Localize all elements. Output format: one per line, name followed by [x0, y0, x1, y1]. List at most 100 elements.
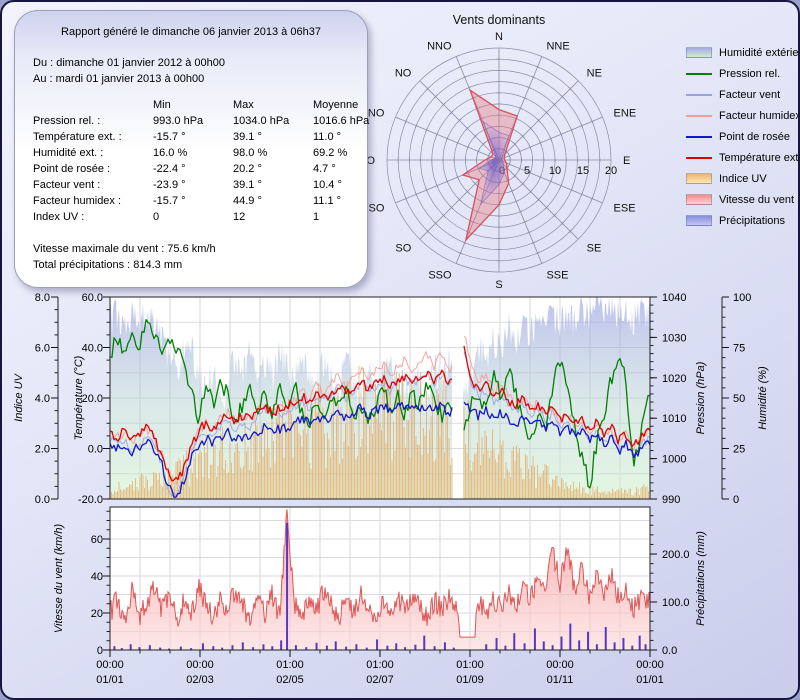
- stats-max-value: 12: [233, 211, 246, 223]
- report-summary-box: Rapport généré le dimanche 06 janvier 20…: [14, 10, 369, 288]
- rain-bar: [622, 638, 625, 650]
- series-line: [109, 401, 453, 498]
- wind-rose-direction-label: S: [495, 279, 502, 291]
- rain-bar: [271, 646, 274, 650]
- stats-moyenne-value: 10.4 °: [313, 179, 342, 191]
- legend-label: Précipitations: [719, 214, 786, 227]
- stats-row-label: Point de rosée :: [33, 163, 111, 175]
- rain-bar: [294, 645, 297, 650]
- rain-bar: [452, 647, 455, 650]
- wind-rose-scale-tick: 5: [524, 165, 530, 177]
- axis-tick-label: 60.0: [82, 292, 103, 304]
- chart-legend: Humidité extérieure Pression rel. Facteur …: [686, 42, 798, 231]
- rain-bar: [595, 644, 598, 650]
- axis-tick-label: 1000: [662, 454, 686, 466]
- stats-table: Min Max Moyenne Pression rel. :993.0 hPa 103…: [33, 97, 375, 225]
- wind-rose-direction-label: E: [623, 155, 630, 167]
- rain-bar: [148, 645, 151, 650]
- axis-tick-label: 0: [733, 494, 739, 506]
- legend-item: Température ext.: [686, 147, 798, 168]
- axis-title-uv: Indice UV: [13, 372, 25, 421]
- rain-bar: [355, 644, 358, 650]
- rain-bar: [305, 647, 308, 650]
- axis-tick-label: 0: [97, 645, 103, 657]
- stats-min-value: -15.7 °: [153, 131, 186, 143]
- axis-tick-label: 20.0: [82, 393, 103, 405]
- wind-rose-direction-label: SSO: [428, 270, 452, 282]
- stats-row-label: Facteur vent :: [33, 179, 101, 191]
- wind-rose-direction-label: N: [495, 31, 503, 43]
- stats-min-value: -15.7 °: [153, 195, 186, 207]
- rain-bar: [120, 648, 123, 650]
- stats-max-value: 20.2 °: [233, 163, 262, 175]
- wind-chart: 0 20 40 60 Vitesse du vent (km/h) 0.0 100.0 200…: [53, 506, 707, 657]
- legend-swatch-icon: [686, 68, 712, 79]
- rain-bar: [280, 640, 283, 650]
- stats-row-label: Facteur humidex :: [33, 195, 122, 207]
- wind-rose-direction-label: SO: [395, 243, 411, 255]
- axis-pres: 990 1000 1010 1020 1030 1040 Pression (hPa): [650, 292, 707, 506]
- wind-rose-direction-label: SE: [587, 243, 602, 255]
- axis-tick-label: 100: [733, 292, 751, 304]
- x-tick-date: 01/09: [456, 674, 484, 686]
- legend-item: Humidité extérieure: [686, 42, 798, 63]
- axis-tick-label: -20.0: [78, 494, 103, 506]
- rain-bar: [315, 642, 318, 650]
- stats-moyenne-value: 11.1 °: [313, 195, 342, 207]
- stats-moyenne-value: 1016.6 hPa: [313, 115, 370, 127]
- stats-max-value: 1034.0 hPa: [233, 115, 290, 127]
- stats-row-label: Température ext. :: [33, 131, 122, 143]
- wind-rose-chart: Vents dominants N NNE NE ENE E ESE SE SSE S SSO SO O…: [359, 13, 636, 291]
- series-line: [109, 351, 453, 485]
- rain-bar: [138, 647, 141, 650]
- series-line: [463, 351, 651, 456]
- axis-tick-label: 1030: [662, 332, 686, 344]
- rain-bar: [644, 644, 647, 650]
- rain-bar: [286, 522, 289, 650]
- max-wind-line: Vitesse maximale du vent : 75.6 km/h: [33, 243, 216, 255]
- x-tick-time: 00:00: [546, 659, 574, 671]
- legend-item: Indice UV: [686, 168, 798, 189]
- rain-bar: [168, 648, 171, 650]
- legend-swatch-icon: [686, 194, 712, 205]
- axis-tick-label: 60: [91, 534, 103, 546]
- rain-bar: [613, 642, 616, 650]
- legend-item: Précipitations: [686, 210, 798, 231]
- rain-bar: [241, 642, 244, 650]
- rain-bar: [414, 644, 417, 650]
- rain-bar: [551, 645, 554, 650]
- legend-swatch-icon: [686, 47, 712, 58]
- report-period: Du : dimanche 01 janvier 2012 à 00h00 Au…: [33, 55, 225, 87]
- axis-hum: 0 25 50 75 100 Humidité (%): [721, 292, 769, 506]
- stats-min-value: -22.4 °: [153, 163, 186, 175]
- rain-bar: [443, 642, 446, 650]
- legend-item: Facteur vent: [686, 84, 798, 105]
- x-axis: 00:00 01/01 00:00 02/03 01:00 02/05 01:00 02/07…: [96, 650, 664, 686]
- stats-max-value: 39.1 °: [233, 179, 262, 191]
- axis-tick-label: 0.0: [88, 444, 103, 456]
- rain-bar: [395, 643, 398, 650]
- rain-bar: [190, 648, 193, 650]
- axis-tick-label: 1020: [662, 373, 686, 385]
- axis-tick-label: 0.0: [35, 494, 50, 506]
- rain-bar: [533, 628, 536, 650]
- axis-tick-label: 50: [733, 393, 745, 405]
- stats-max-value: 44.9 °: [233, 195, 262, 207]
- stats-moyenne-value: 1: [313, 211, 320, 223]
- axis-tick-label: 1040: [662, 292, 686, 304]
- axis-tick-label: 990: [662, 494, 680, 506]
- rain-bar: [485, 644, 488, 650]
- axis-tick-label: 25: [733, 444, 745, 456]
- legend-item: Vitesse du vent: [686, 189, 798, 210]
- x-tick-time: 01:00: [456, 659, 484, 671]
- rain-bar: [325, 645, 328, 650]
- rain-bar: [423, 635, 426, 650]
- rain-bar: [365, 647, 368, 650]
- stats-min-value: -23.9 °: [153, 179, 186, 191]
- stats-max-value: 39.1 °: [233, 131, 262, 143]
- legend-label: Indice UV: [719, 172, 767, 185]
- stats-min-value: 16.0 %: [153, 147, 188, 159]
- report-footer: Vitesse maximale du vent : 75.6 km/h Tot…: [33, 241, 216, 273]
- wind-rose-direction-label: SSE: [546, 270, 568, 282]
- legend-item: Point de rosée: [686, 126, 798, 147]
